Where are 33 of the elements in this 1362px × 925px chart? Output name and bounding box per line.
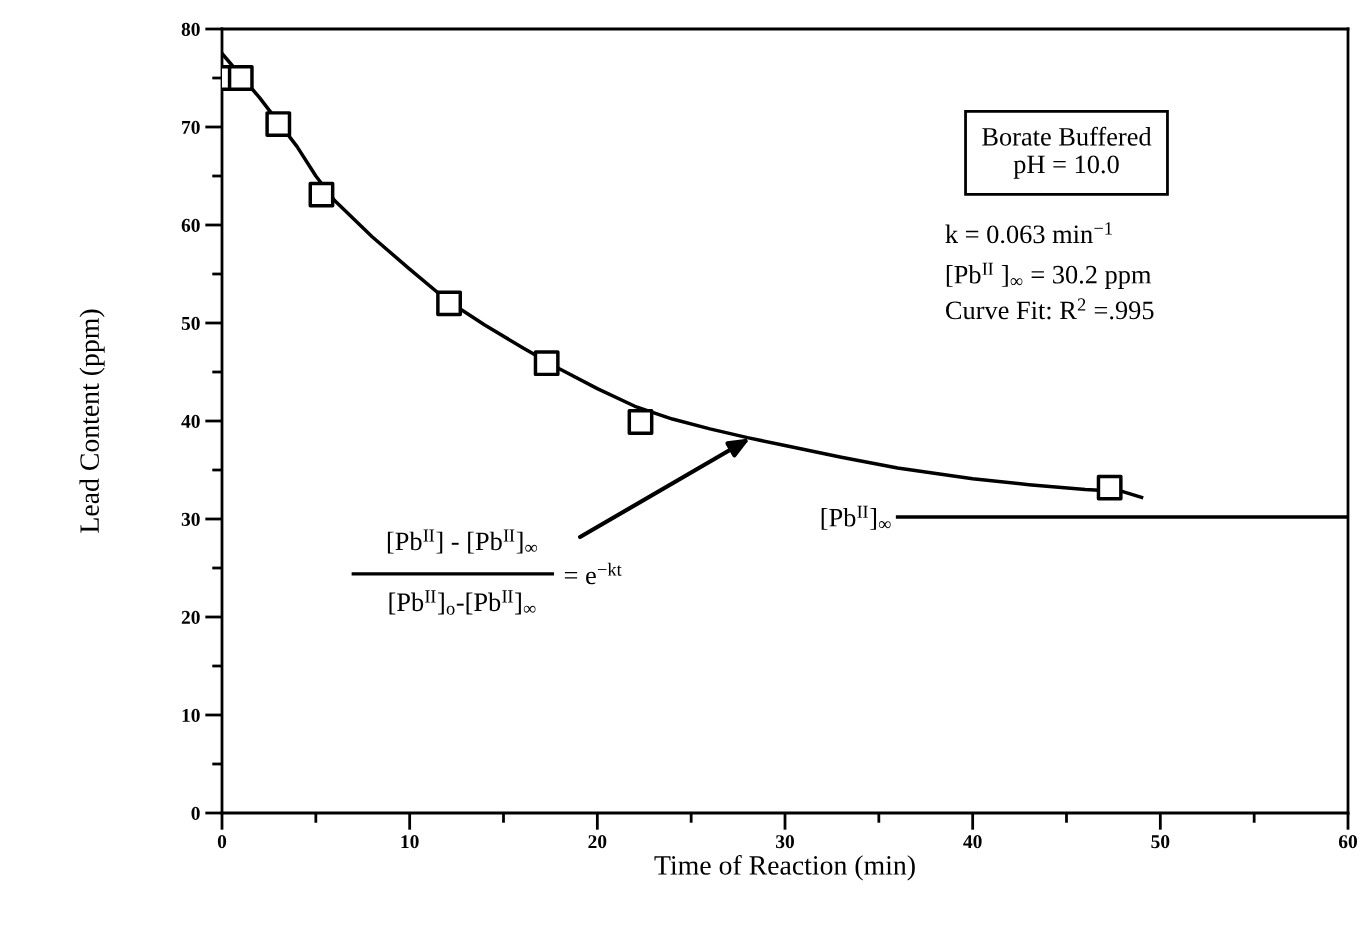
- y-tick-label: 40: [181, 414, 200, 428]
- annotation: k = 0.063 min$^{−1}$: [945, 222, 1112, 244]
- y-tick-label: 20: [181, 610, 200, 624]
- x-tick-label: 60: [1338, 835, 1357, 849]
- point: [1096, 474, 1123, 501]
- point: [533, 350, 560, 377]
- point: [627, 409, 654, 435]
- point: [227, 65, 254, 91]
- y-tick-label: 50: [181, 316, 200, 330]
- x-tick-label: 10: [401, 835, 419, 849]
- x-axis-title: Time of Reaction (min): [654, 854, 915, 881]
- point: [308, 181, 335, 208]
- x-tick-label: 30: [776, 835, 794, 849]
- x-tick-label: 0: [217, 835, 227, 849]
- annotation: [Pb$^{II}$] - [Pb$^{II}$]$_{∞}$: [387, 529, 538, 554]
- y-tick-label: 60: [181, 218, 200, 232]
- annotation: [Pb$^{II}$]$_{o}$-[Pb$^{II}$]$_{∞}$: [389, 590, 536, 615]
- annotation: = e$^{−kt}$: [564, 562, 622, 585]
- annotation: [Pb$^{II}$]$_{∞}$: [821, 505, 891, 530]
- annotation: [Pb$^{II}$ ]$_{∞}$ = 30.2 ppm: [946, 262, 1152, 289]
- y-tick-label: 0: [191, 806, 200, 820]
- y-axis-title: Lead Content (ppm): [79, 309, 105, 533]
- y-tick-label: 10: [182, 708, 200, 722]
- x-tick-label: 50: [1151, 835, 1170, 849]
- y-tick-label: 30: [181, 512, 200, 526]
- y-tick-label: 80: [181, 22, 200, 36]
- annotation: Curve Fit: R$^{2}$ =.995: [945, 298, 1154, 320]
- annotation: Borate Buffered pH = 10.0: [982, 126, 1152, 179]
- point: [436, 290, 463, 317]
- point: [265, 111, 292, 137]
- x-tick-label: 40: [963, 835, 982, 849]
- y-tick-label: 70: [182, 120, 200, 134]
- x-tick-label: 20: [588, 835, 607, 849]
